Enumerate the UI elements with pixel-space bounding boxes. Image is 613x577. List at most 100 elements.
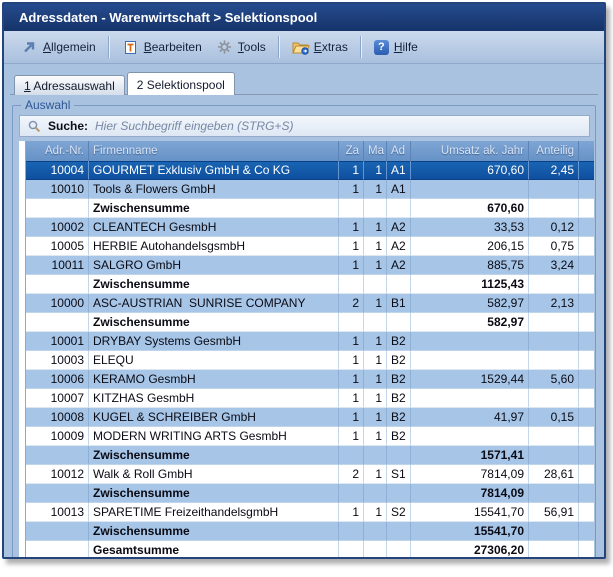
search-bar[interactable]: Suche: Hier Suchbegriff eingeben (STRG+S… — [19, 115, 590, 137]
cell-adr: 10001 — [26, 332, 89, 351]
cell-filler — [579, 484, 594, 503]
cell-filler — [579, 446, 594, 465]
column-header-ma[interactable]: Ma — [364, 141, 387, 161]
auswahl-groupbox: Auswahl Suche: Hier Suchbegriff eingeben… — [12, 105, 596, 559]
cell-umsatz: 41,97 — [411, 408, 529, 427]
cell-ad — [387, 313, 411, 332]
cell-ma: 1 — [364, 427, 387, 446]
toolbar-label: Hilfe — [394, 40, 418, 54]
cell-filler — [579, 218, 594, 237]
cell-ma: 1 — [364, 294, 387, 313]
column-header-firmenname[interactable]: Firmenname — [89, 141, 339, 161]
table-row[interactable]: 10008 KUGEL & SCHREIBER GmbH 1 1 B2 41,9… — [26, 408, 594, 427]
table-row[interactable]: Zwischensumme 1571,41 — [26, 446, 594, 465]
cell-filler — [579, 351, 594, 370]
cell-za — [339, 446, 364, 465]
tab-adressauswahl[interactable]: 1 Adressauswahl — [14, 75, 125, 95]
table-row[interactable]: 10009 MODERN WRITING ARTS GesmbH 1 1 B2 — [26, 427, 594, 446]
cell-anteilig — [529, 313, 579, 332]
cell-ma — [364, 275, 387, 294]
cell-anteilig: 0,12 — [529, 218, 579, 237]
cell-firma: ELEQU — [89, 351, 339, 370]
cell-filler — [579, 275, 594, 294]
table-row[interactable]: 10002 CLEANTECH GesmbH 1 1 A2 33,53 0,12 — [26, 218, 594, 237]
cell-ma — [364, 313, 387, 332]
cell-ad — [387, 275, 411, 294]
group-label: Auswahl — [21, 98, 74, 112]
gear-icon — [216, 39, 233, 55]
toolbar-button-allgemein[interactable]: Allgemein — [14, 36, 103, 58]
table-row[interactable]: Zwischensumme 15541,70 — [26, 522, 594, 541]
cell-filler — [579, 427, 594, 446]
toolbar-button-extras[interactable]: Extras — [285, 36, 355, 58]
table-row[interactable]: 10005 HERBIE AutohandelsgsmbH 1 1 A2 206… — [26, 237, 594, 256]
cell-ad: A1 — [387, 161, 411, 180]
table-row[interactable]: Zwischensumme 670,60 — [26, 199, 594, 218]
table-row[interactable]: 10007 KITZHAS GesmbH 1 1 B2 — [26, 389, 594, 408]
cell-adr: 10006 — [26, 370, 89, 389]
cell-umsatz: 33,53 — [411, 218, 529, 237]
cell-anteilig — [529, 541, 579, 559]
column-header-anteilig[interactable]: Anteilig — [529, 141, 579, 161]
toolbar-button-hilfe[interactable]: ? Hilfe — [367, 37, 425, 58]
cell-anteilig — [529, 199, 579, 218]
cell-za — [339, 541, 364, 559]
cell-anteilig: 56,91 — [529, 503, 579, 522]
cell-adr: 10007 — [26, 389, 89, 408]
column-header-adr-nr[interactable]: Adr.-Nr. — [26, 141, 89, 161]
cell-firma: SPARETIME FreizeithandelsgmbH — [89, 503, 339, 522]
cell-ad: B2 — [387, 408, 411, 427]
table-row[interactable]: 10003 ELEQU 1 1 B2 — [26, 351, 594, 370]
column-header-umsatz[interactable]: Umsatz ak. Jahr — [411, 141, 529, 161]
table-row[interactable]: Gesamtsumme 27306,20 — [26, 541, 594, 559]
cell-anteilig: 28,61 — [529, 465, 579, 484]
search-input[interactable]: Hier Suchbegriff eingeben (STRG+S) — [95, 119, 293, 133]
table-row[interactable]: 10004 GOURMET Exklusiv GmbH & Co KG 1 1 … — [26, 161, 594, 180]
cell-umsatz: 7814,09 — [411, 484, 529, 503]
table-row[interactable]: Zwischensumme 582,97 — [26, 313, 594, 332]
cell-filler — [579, 522, 594, 541]
table-row[interactable]: Zwischensumme 1125,43 — [26, 275, 594, 294]
cell-anteilig — [529, 484, 579, 503]
cell-ma: 1 — [364, 408, 387, 427]
cell-adr — [26, 199, 89, 218]
cell-ad — [387, 522, 411, 541]
tab-page: Auswahl Suche: Hier Suchbegriff eingeben… — [10, 94, 598, 559]
toolbar-button-bearbeiten[interactable]: Bearbeiten — [115, 36, 209, 58]
table-row[interactable]: 10012 Walk & Roll GmbH 2 1 S1 7814,09 28… — [26, 465, 594, 484]
cell-firma: DRYBAY Systems GesmbH — [89, 332, 339, 351]
window-title: Adressdaten - Warenwirtschaft > Selektio… — [4, 4, 604, 31]
cell-anteilig: 0,15 — [529, 408, 579, 427]
cell-umsatz: 670,60 — [411, 199, 529, 218]
cell-firma: Zwischensumme — [89, 199, 339, 218]
cell-anteilig — [529, 522, 579, 541]
table-row[interactable]: 10000 ASC-AUSTRIAN SUNRISE COMPANY 2 1 B… — [26, 294, 594, 313]
cell-filler — [579, 389, 594, 408]
cell-ma: 1 — [364, 256, 387, 275]
column-header-ad[interactable]: Ad — [387, 141, 411, 161]
cell-za — [339, 313, 364, 332]
table-row[interactable]: 10010 Tools & Flowers GmbH 1 1 A1 — [26, 180, 594, 199]
cell-za — [339, 522, 364, 541]
cell-adr: 10002 — [26, 218, 89, 237]
cell-firma: Zwischensumme — [89, 275, 339, 294]
cell-firma: Walk & Roll GmbH — [89, 465, 339, 484]
cell-firma: Zwischensumme — [89, 313, 339, 332]
cell-filler — [579, 313, 594, 332]
toolbar-label: Allgemein — [43, 40, 96, 54]
table-row[interactable]: Zwischensumme 7814,09 — [26, 484, 594, 503]
toolbar-button-tools[interactable]: Tools — [209, 36, 273, 58]
cell-ma — [364, 522, 387, 541]
cell-ad: S1 — [387, 465, 411, 484]
cell-firma: HERBIE AutohandelsgsmbH — [89, 237, 339, 256]
column-header-za[interactable]: Za — [339, 141, 364, 161]
cell-ad: S2 — [387, 503, 411, 522]
tab-selektionspool[interactable]: 2 Selektionspool — [127, 72, 235, 95]
table-row[interactable]: 10006 KERAMO GesmbH 1 1 B2 1529,44 5,60 — [26, 370, 594, 389]
cell-filler — [579, 161, 594, 180]
table-row[interactable]: 10013 SPARETIME FreizeithandelsgmbH 1 1 … — [26, 503, 594, 522]
cell-anteilig — [529, 351, 579, 370]
cell-za: 2 — [339, 294, 364, 313]
table-row[interactable]: 10001 DRYBAY Systems GesmbH 1 1 B2 — [26, 332, 594, 351]
table-row[interactable]: 10011 SALGRO GmbH 1 1 A2 885,75 3,24 — [26, 256, 594, 275]
